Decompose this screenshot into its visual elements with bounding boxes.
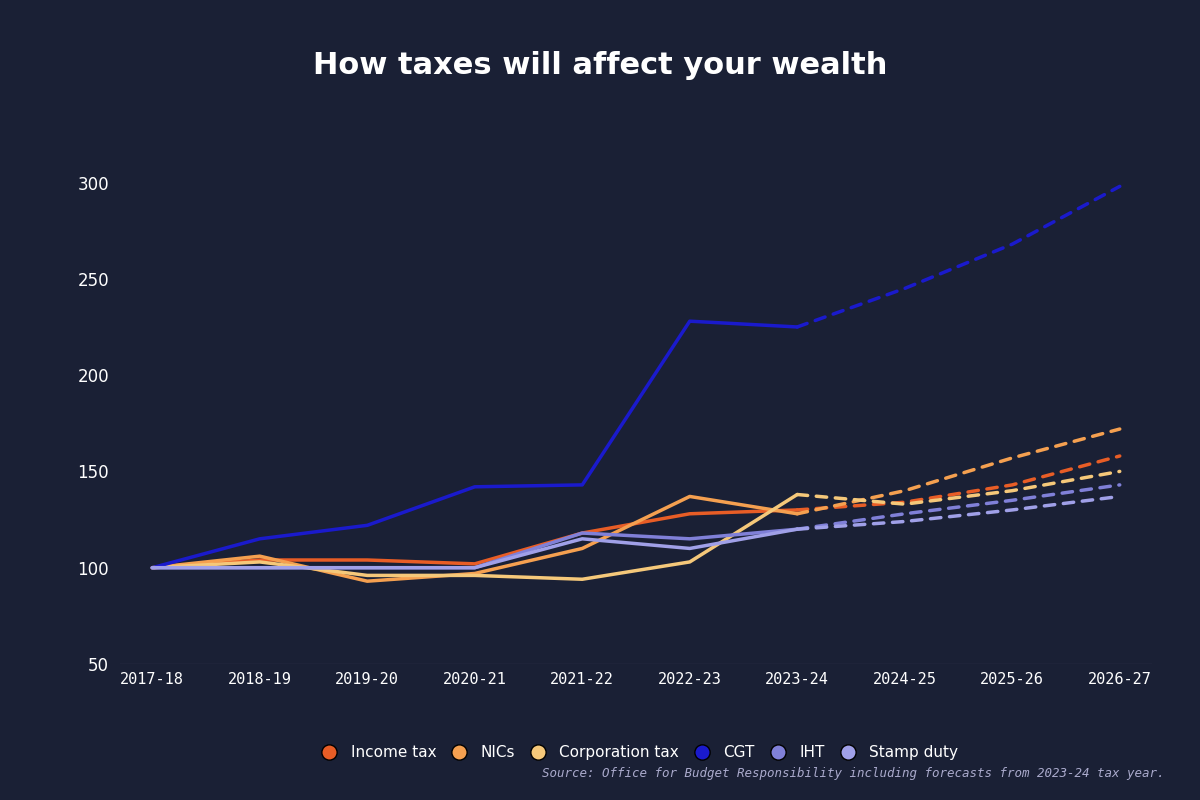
- Text: How taxes will affect your wealth: How taxes will affect your wealth: [313, 51, 887, 80]
- Text: Source: Office for Budget Responsibility including forecasts from 2023-24 tax ye: Source: Office for Budget Responsibility…: [541, 767, 1164, 780]
- Legend: Income tax, NICs, Corporation tax, CGT, IHT, Stamp duty: Income tax, NICs, Corporation tax, CGT, …: [308, 739, 964, 766]
